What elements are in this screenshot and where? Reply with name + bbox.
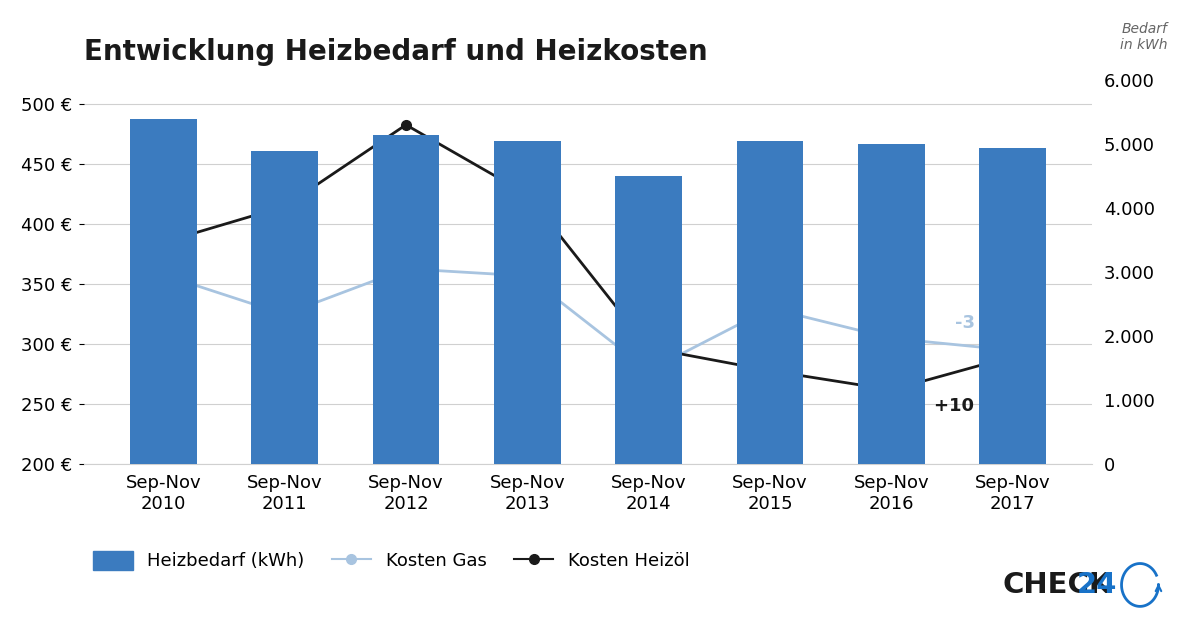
Kosten Gas [763,305,778,312]
Kosten Heizöl [520,191,534,198]
Text: +10 %: +10 % [934,397,998,415]
Bar [372,135,439,464]
Line: Kosten Heizöl: Kosten Heizöl [158,120,1018,395]
Bar [494,141,560,464]
Kosten Gas [277,311,292,318]
Bar [858,144,925,464]
Bar [251,151,318,464]
Kosten Heizöl [642,344,656,352]
Text: Entwicklung Heizbedarf und Heizkosten: Entwicklung Heizbedarf und Heizkosten [84,38,708,66]
Text: Bedarf
in kWh: Bedarf in kWh [1120,22,1168,52]
Text: CHECK: CHECK [1002,571,1111,599]
Kosten Heizöl [156,239,170,246]
Bar [737,141,804,464]
Bar [130,119,197,464]
Bar [616,176,682,464]
Kosten Heizöl [398,121,413,129]
Kosten Gas [642,367,656,374]
Legend: Heizbedarf (kWh), Kosten Gas, Kosten Heizöl: Heizbedarf (kWh), Kosten Gas, Kosten Hei… [94,551,690,570]
Bar [979,147,1046,464]
Text: -3 %: -3 % [954,314,998,332]
Kosten Gas [156,271,170,279]
Line: Kosten Gas: Kosten Gas [158,264,1018,376]
Kosten Gas [884,335,899,342]
Kosten Heizöl [884,386,899,394]
Kosten Heizöl [277,202,292,210]
Kosten Heizöl [763,367,778,374]
Kosten Heizöl [1006,353,1020,360]
Kosten Gas [1006,347,1020,354]
Kosten Gas [520,272,534,280]
Text: 24: 24 [1076,571,1117,599]
Kosten Gas [398,265,413,272]
